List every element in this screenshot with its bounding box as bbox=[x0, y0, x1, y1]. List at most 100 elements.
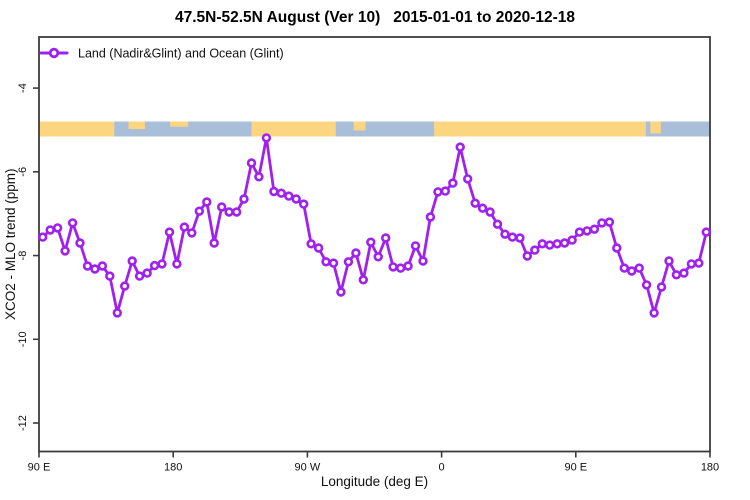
data-point bbox=[239, 194, 249, 204]
data-point bbox=[694, 258, 704, 268]
y-axis-label: XCO2 - MLO trend (ppm) bbox=[3, 168, 18, 320]
data-point bbox=[440, 186, 450, 196]
data-point bbox=[395, 263, 406, 273]
map-strip-land-segment bbox=[353, 121, 366, 131]
data-point bbox=[589, 224, 600, 234]
data-point bbox=[477, 203, 488, 213]
data-point bbox=[418, 256, 428, 266]
data-point bbox=[127, 256, 137, 266]
data-point bbox=[75, 238, 85, 248]
data-point bbox=[97, 261, 108, 271]
legend-label: Land (Nadir&Glint) and Ocean (Glint) bbox=[78, 47, 284, 61]
data-point bbox=[686, 259, 697, 269]
plot-box bbox=[38, 36, 711, 453]
y-tick-label: -4 bbox=[17, 83, 29, 93]
data-point bbox=[537, 239, 547, 249]
data-point bbox=[246, 158, 257, 168]
data-point bbox=[492, 219, 503, 229]
data-point bbox=[217, 202, 227, 212]
data-point bbox=[522, 251, 532, 261]
data-point bbox=[425, 212, 436, 222]
data-point bbox=[134, 271, 145, 281]
data-point bbox=[291, 194, 301, 204]
data-point bbox=[224, 207, 234, 217]
data-point bbox=[671, 270, 682, 280]
data-point bbox=[60, 246, 70, 256]
data-point bbox=[119, 281, 130, 291]
data-point bbox=[388, 262, 398, 272]
data-point bbox=[351, 248, 361, 258]
data-point bbox=[567, 235, 577, 245]
data-point bbox=[597, 218, 607, 228]
data-point bbox=[149, 260, 160, 271]
data-point bbox=[582, 226, 592, 236]
x-tick-label: 0 bbox=[439, 462, 445, 474]
data-point bbox=[276, 188, 286, 198]
y-tick-label: -8 bbox=[17, 251, 29, 261]
data-point bbox=[209, 238, 219, 248]
data-point bbox=[52, 223, 63, 233]
data-point bbox=[112, 308, 123, 318]
data-point bbox=[82, 261, 93, 271]
data-point bbox=[463, 174, 473, 184]
data-point bbox=[656, 282, 667, 292]
data-point bbox=[507, 232, 518, 242]
x-tick-label: 90 W bbox=[295, 462, 321, 474]
data-point bbox=[37, 232, 48, 242]
data-point bbox=[410, 241, 421, 251]
data-point bbox=[179, 222, 190, 232]
data-point bbox=[626, 266, 637, 276]
data-point bbox=[343, 257, 354, 267]
data-point bbox=[358, 275, 368, 285]
data-point bbox=[284, 191, 294, 201]
data-point bbox=[403, 261, 413, 271]
x-tick-label: 180 bbox=[701, 462, 719, 474]
map-strip-land-segment bbox=[128, 121, 145, 129]
data-point bbox=[299, 199, 309, 209]
map-strip-land-segment bbox=[39, 121, 115, 137]
map-strip-land-segment bbox=[434, 121, 646, 137]
data-point bbox=[90, 264, 100, 274]
data-point bbox=[105, 271, 115, 281]
data-point bbox=[649, 308, 659, 318]
data-point bbox=[172, 259, 182, 269]
data-point bbox=[530, 245, 540, 255]
data-point bbox=[559, 238, 570, 248]
data-point bbox=[552, 239, 562, 249]
data-point bbox=[366, 237, 376, 247]
y-tick-label: -12 bbox=[17, 415, 29, 431]
data-point bbox=[433, 187, 443, 197]
data-point bbox=[328, 258, 339, 268]
data-point bbox=[634, 263, 644, 273]
x-tick-label: 90 E bbox=[28, 462, 51, 474]
y-tick-label: -6 bbox=[17, 167, 29, 177]
data-point bbox=[679, 268, 689, 278]
x-tick-label: 180 bbox=[164, 462, 182, 474]
map-strip-land-segment bbox=[170, 121, 189, 127]
data-point bbox=[261, 133, 272, 143]
data-point bbox=[574, 227, 585, 237]
data-point bbox=[612, 243, 622, 253]
data-point bbox=[231, 207, 242, 217]
x-tick-label: 90 E bbox=[564, 462, 587, 474]
data-point bbox=[306, 239, 316, 249]
data-point bbox=[515, 233, 525, 243]
data-point bbox=[381, 233, 391, 243]
data-point bbox=[157, 259, 167, 269]
data-point bbox=[202, 197, 212, 207]
data-point bbox=[455, 142, 465, 152]
data-point bbox=[313, 243, 324, 253]
y-tick-label: -10 bbox=[17, 331, 29, 347]
data-point bbox=[470, 198, 480, 208]
data-point bbox=[701, 227, 711, 237]
data-point bbox=[373, 252, 383, 262]
data-point bbox=[187, 228, 197, 238]
data-point bbox=[448, 178, 458, 188]
data-point bbox=[544, 240, 555, 250]
data-point bbox=[67, 218, 78, 228]
data-point bbox=[336, 287, 346, 297]
data-point bbox=[45, 225, 55, 235]
data-point bbox=[321, 257, 331, 267]
